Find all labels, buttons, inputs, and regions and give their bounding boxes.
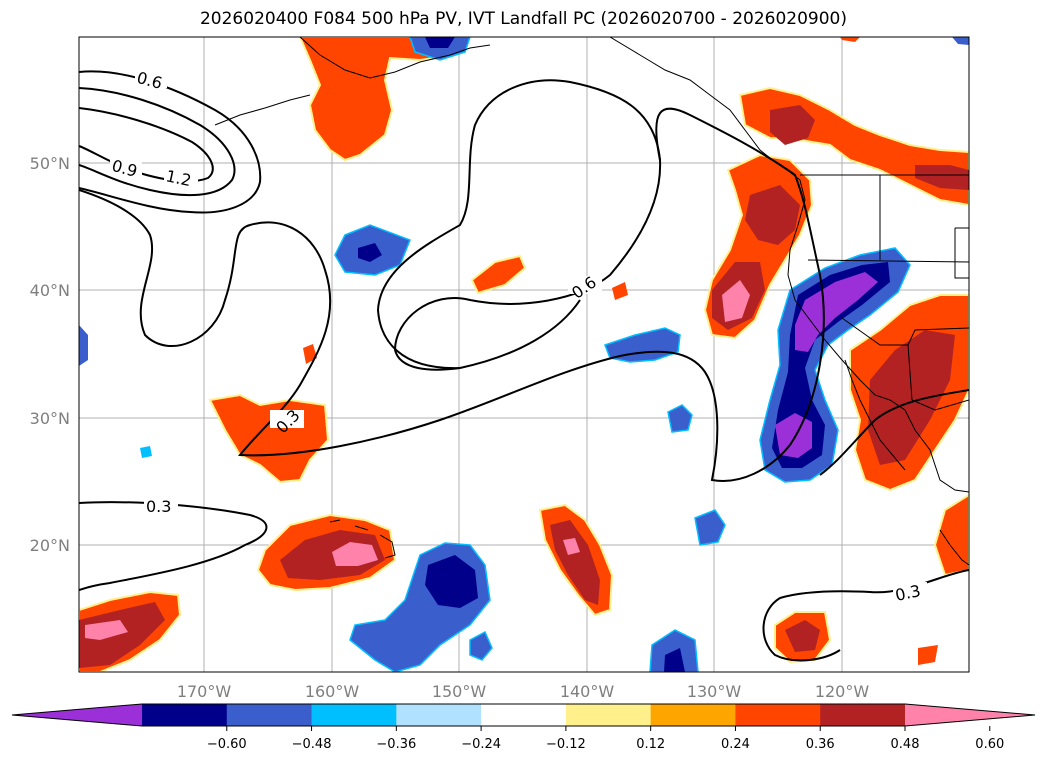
positive-region-hawaii-core <box>280 530 385 580</box>
negative-region-west-edge <box>79 325 88 366</box>
contour-label-bg <box>568 276 602 294</box>
lon-label-170w: 170°W <box>177 682 232 701</box>
contour-label-bg <box>144 497 178 515</box>
lon-label-160w: 160°W <box>305 682 360 701</box>
map-contents: 0.6 0.9 1.2 0.6 0.3 0.3 0.3 <box>79 37 969 672</box>
colorbar-tick-label: −0.60 <box>207 737 247 752</box>
contour-label-bg <box>893 582 927 600</box>
negative-region-south-hawaii-core <box>425 555 478 608</box>
pv-contour-0.9 <box>79 87 236 197</box>
pv-contour-0.6-main <box>79 107 825 482</box>
negative-region-central <box>604 327 681 363</box>
colorbar-segment <box>311 704 397 726</box>
colorbar-segment <box>650 704 736 726</box>
negative-region-coastal-trough-min-north <box>795 272 878 352</box>
positive-region-coastal-core-north <box>745 185 800 245</box>
colorbar-segment <box>226 704 313 726</box>
lat-label-50n: 50°N <box>30 154 70 173</box>
positive-region-sw-corner-core <box>79 602 165 668</box>
positive-region-tiny-blob <box>612 282 628 300</box>
coastline-hawaii <box>329 519 396 559</box>
coastline-aleutian-chain <box>214 94 311 126</box>
positive-region-hawaii-peak <box>332 542 378 566</box>
positive-region-sw-corner-peak <box>85 620 128 640</box>
longitude-labels: 170°W 160°W 150°W 140°W 130°W 120°W <box>177 682 870 701</box>
colorbar-tick-label: 0.48 <box>891 737 920 752</box>
colorbar-outline <box>11 703 1036 727</box>
coastline-baja <box>844 359 906 471</box>
negative-region-tiny-west <box>140 446 152 458</box>
negative-region-top-core <box>425 37 455 48</box>
colorbar-segment <box>481 704 567 726</box>
contour-label-bg <box>135 70 167 88</box>
negative-region-north-pacific-core <box>358 243 382 262</box>
colorbar: −0.60 −0.48 −0.36 −0.24 −0.12 0.12 0.24 0.36 0.4… <box>11 703 1036 752</box>
map-frame <box>78 36 970 673</box>
colorbar-segment <box>820 704 906 726</box>
negative-region-top <box>409 37 471 61</box>
lat-label-20n: 20°N <box>30 536 70 555</box>
lon-label-150w: 150°W <box>432 682 487 701</box>
positive-region-south-central-core <box>785 620 820 652</box>
positive-region-top-corner <box>840 37 860 42</box>
border-mexico <box>907 344 969 411</box>
colorbar-segment <box>142 704 228 726</box>
contour-label-0.3-west: 0.3 <box>146 497 171 516</box>
colorbar-tick-label: 0.24 <box>721 737 750 752</box>
coastline-north-america <box>609 37 969 493</box>
negative-region-bottom-core <box>664 648 685 672</box>
coastline-aleutians-alaska <box>299 37 491 79</box>
colorbar-tick-label: 0.36 <box>806 737 835 752</box>
lon-label-130w: 130°W <box>687 682 742 701</box>
state-borders <box>800 174 969 279</box>
positive-ivt-regions <box>79 37 969 672</box>
colorbar-ticks <box>226 726 991 731</box>
colorbar-tick-labels: −0.60 −0.48 −0.36 −0.24 −0.12 0.12 0.24 0.36 0.4… <box>207 737 1004 752</box>
coastline-mexico <box>939 529 969 566</box>
colorbar-tick-label: −0.48 <box>292 737 332 752</box>
colorbar-segment <box>396 704 482 726</box>
colorbar-tick-label: −0.36 <box>376 737 416 752</box>
latitude-labels: 50°N 40°N 30°N 20°N <box>30 154 70 555</box>
pv-contour-0.6-north-loop <box>376 79 661 370</box>
contour-label-bg <box>110 158 142 176</box>
contour-label-1.2: 1.2 <box>164 166 193 190</box>
lat-label-40n: 40°N <box>30 281 70 300</box>
negative-region-top-right <box>952 37 969 45</box>
colorbar-tick-label: 0.12 <box>636 737 665 752</box>
colorbar-extension-high <box>905 704 1035 726</box>
positive-region-interior-core <box>915 165 969 190</box>
negative-region-small-south <box>469 630 493 661</box>
contour-label-bg <box>270 410 304 428</box>
lon-label-120w: 120°W <box>815 682 870 701</box>
plot-title: 2026020400 F084 500 hPa PV, IVT Landfall… <box>199 9 847 29</box>
negative-region-small-central <box>667 404 693 433</box>
colorbar-segment <box>735 704 821 726</box>
positive-region-subtropical-peak <box>563 538 580 555</box>
negative-region-small-east <box>694 509 726 546</box>
contour-label-bg <box>164 168 198 186</box>
positive-region-small-se <box>918 645 938 665</box>
colorbar-tick-label: 0.60 <box>975 737 1004 752</box>
pv-contours <box>79 70 969 662</box>
lon-label-140w: 140°W <box>560 682 615 701</box>
positive-region-coastal-peak <box>722 280 750 322</box>
coastlines <box>214 37 969 566</box>
colorbar-segment <box>565 704 652 726</box>
colorbar-segments <box>11 703 1036 727</box>
lat-label-30n: 30°N <box>30 409 70 428</box>
colorbar-tick-label: −0.24 <box>461 737 501 752</box>
colorbar-tick-label: −0.12 <box>546 737 586 752</box>
contour-label-0.3-southeast: 0.3 <box>893 581 922 605</box>
positive-region-central-blob <box>470 254 527 295</box>
colorbar-extension-low <box>12 704 142 726</box>
pv-contour-0.3-east <box>819 389 969 476</box>
positive-region-subtropical-core <box>550 520 600 605</box>
positive-region-bc-core <box>770 105 815 145</box>
